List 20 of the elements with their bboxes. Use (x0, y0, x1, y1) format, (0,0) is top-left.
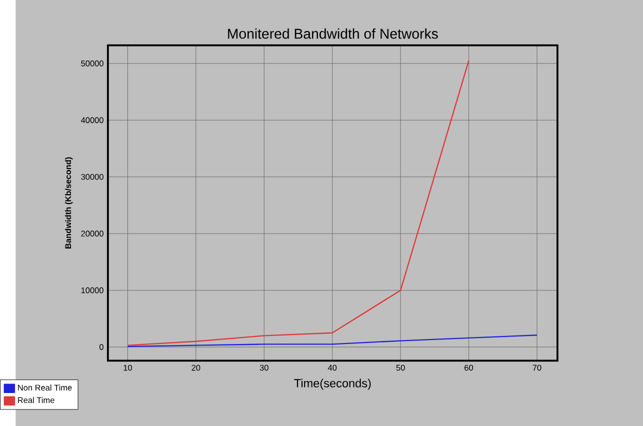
x-tick-label: 10 (124, 364, 132, 371)
y-tick-label: 0 (99, 344, 104, 350)
y-tick-label: 50000 (81, 60, 104, 66)
line-series (127, 60, 470, 346)
x-tick-label: 50 (396, 364, 405, 371)
x-tick-label: 60 (464, 364, 474, 371)
y-tick-label: 20000 (81, 230, 104, 236)
x-tick-label: 40 (328, 364, 337, 371)
line-series (127, 334, 538, 348)
chart-title: Monitered Bandwidth of Networks (228, 28, 438, 39)
y-tick-label: 30000 (81, 174, 104, 180)
x-axis-title: Time(seconds) (294, 378, 371, 390)
x-tick-label: 20 (192, 364, 200, 371)
x-tick-label: 70 (532, 364, 542, 371)
y-tick-label: 10000 (81, 287, 104, 294)
legend-label: Real Time (18, 396, 54, 404)
y-axis-title: Bandwidth (Kb/second) (65, 157, 73, 248)
x-tick-label: 30 (260, 364, 268, 371)
y-tick-label: 40000 (80, 117, 104, 124)
legend-label: Non Real Time (18, 384, 72, 391)
